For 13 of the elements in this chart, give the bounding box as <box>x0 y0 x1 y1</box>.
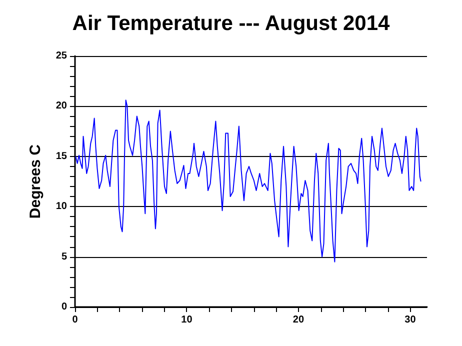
x-tick-label: 20 <box>292 314 304 326</box>
y-tick-label: 5 <box>61 251 68 262</box>
y-axis-title: Degrees C <box>27 144 44 219</box>
y-tick-label: 0 <box>61 302 68 312</box>
y-tick-label: 10 <box>56 201 68 212</box>
y-tick-label: 20 <box>56 100 68 112</box>
chart-title: Air Temperature --- August 2014 <box>72 12 390 35</box>
y-tick-label: 25 <box>56 50 68 62</box>
x-tick-label: 30 <box>404 314 416 326</box>
x-tick-label: 0 <box>72 314 78 326</box>
y-tick-label: 15 <box>56 150 68 162</box>
line-series <box>75 100 422 262</box>
x-tick-label: 10 <box>181 314 193 326</box>
